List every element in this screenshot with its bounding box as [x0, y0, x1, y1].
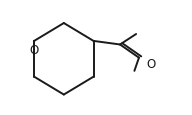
Text: O: O [147, 57, 156, 70]
Text: O: O [30, 43, 39, 56]
